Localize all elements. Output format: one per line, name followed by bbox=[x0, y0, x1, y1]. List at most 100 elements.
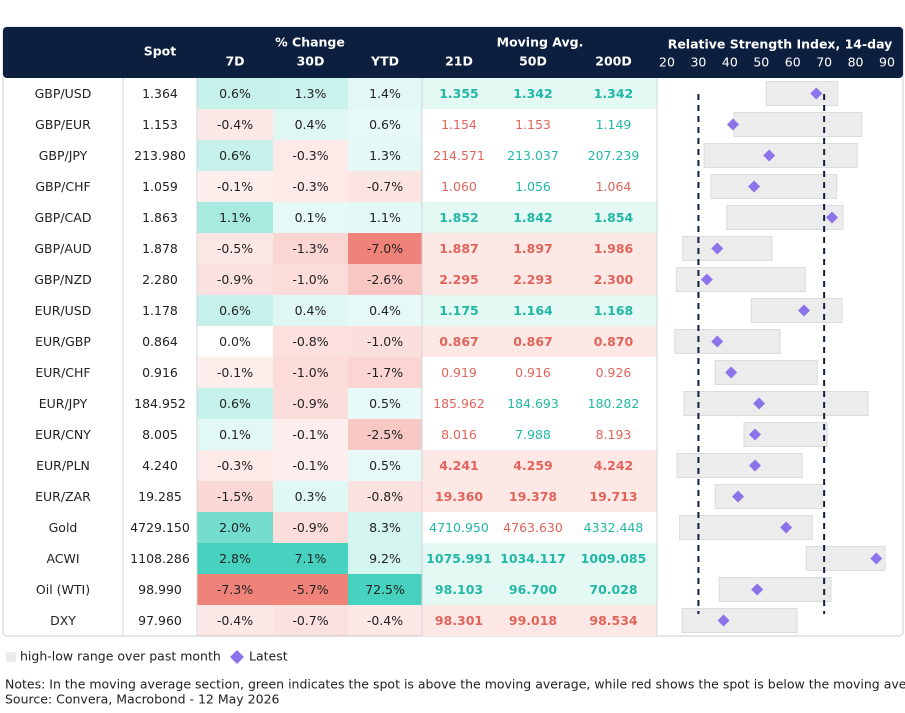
ma-band bbox=[422, 264, 657, 295]
latest-marker bbox=[749, 459, 761, 472]
cell-value: 1.1% bbox=[219, 210, 251, 225]
cell-value: 0.867 bbox=[439, 334, 479, 349]
change-cell bbox=[348, 202, 422, 233]
change-cell bbox=[273, 357, 348, 388]
change-cell bbox=[197, 512, 273, 543]
cell-value: 99.018 bbox=[509, 613, 557, 628]
cell-value: 0.864 bbox=[142, 334, 178, 349]
change-cell bbox=[273, 481, 348, 512]
x-tick-label: 60 bbox=[785, 55, 801, 70]
pair-label: GBP/EUR bbox=[35, 117, 91, 132]
cell-value: 96.700 bbox=[509, 582, 558, 597]
change-cell bbox=[348, 357, 422, 388]
cell-value: 0.867 bbox=[513, 334, 553, 349]
range-bar bbox=[682, 236, 773, 261]
change-cell bbox=[348, 481, 422, 512]
cell-value: 1.1% bbox=[369, 210, 401, 225]
ma-band bbox=[422, 233, 657, 264]
cell-value: 1.878 bbox=[142, 241, 178, 256]
cell-value: 2.8% bbox=[219, 551, 251, 566]
header-group: % Change bbox=[275, 35, 345, 50]
cell-value: -1.7% bbox=[367, 365, 403, 380]
range-bar bbox=[750, 298, 843, 323]
cell-value: -0.9% bbox=[292, 520, 328, 535]
cell-value: -2.6% bbox=[367, 272, 403, 287]
cell-value: 1.164 bbox=[513, 303, 553, 318]
cell-value: 1.060 bbox=[441, 179, 477, 194]
change-cell bbox=[348, 109, 422, 140]
pair-label: EUR/CNY bbox=[35, 427, 91, 442]
cell-value: 1.153 bbox=[142, 117, 178, 132]
change-cell bbox=[197, 109, 273, 140]
cell-value: -0.8% bbox=[292, 334, 328, 349]
cell-value: -1.0% bbox=[367, 334, 403, 349]
range-bar bbox=[726, 205, 844, 230]
ma-band bbox=[422, 78, 657, 109]
change-cell bbox=[273, 388, 348, 419]
cell-value: 180.282 bbox=[588, 396, 640, 411]
latest-marker bbox=[780, 521, 793, 534]
change-cell bbox=[273, 512, 348, 543]
latest-marker bbox=[749, 428, 761, 441]
cell-value: 4729.150 bbox=[130, 520, 190, 535]
change-cell bbox=[348, 326, 422, 357]
cell-value: 4.259 bbox=[513, 458, 553, 473]
cell-value: -0.1% bbox=[292, 458, 328, 473]
cell-value: 0.6% bbox=[219, 86, 251, 101]
cell-value: 1.3% bbox=[369, 148, 401, 163]
change-cell bbox=[197, 140, 273, 171]
cell-value: 0.6% bbox=[369, 117, 401, 132]
cell-value: 185.962 bbox=[433, 396, 485, 411]
cell-value: 0.1% bbox=[219, 427, 251, 442]
latest-marker bbox=[700, 273, 713, 286]
cell-value: -0.4% bbox=[367, 613, 403, 628]
cell-value: 214.571 bbox=[433, 148, 485, 163]
pair-label: EUR/ZAR bbox=[35, 489, 91, 504]
cell-value: -0.1% bbox=[217, 365, 253, 380]
cell-value: -1.5% bbox=[217, 489, 253, 504]
cell-value: 1009.085 bbox=[581, 551, 647, 566]
cell-value: 0.870 bbox=[594, 334, 634, 349]
legend-label: Latest bbox=[249, 649, 288, 664]
latest-marker bbox=[751, 583, 764, 596]
cell-value: 4763.630 bbox=[503, 520, 563, 535]
cell-value: -0.1% bbox=[292, 427, 328, 442]
cell-value: -0.3% bbox=[217, 458, 253, 473]
cell-value: 213.980 bbox=[134, 148, 186, 163]
cell-value: 19.285 bbox=[138, 489, 182, 504]
cell-value: 1.064 bbox=[596, 179, 632, 194]
cell-value: 7.988 bbox=[515, 427, 551, 442]
change-cell bbox=[348, 450, 422, 481]
cell-value: 1.342 bbox=[594, 86, 634, 101]
header-band bbox=[3, 27, 903, 78]
note: Notes: In the moving average section, gr… bbox=[5, 677, 905, 692]
cell-value: -1.3% bbox=[292, 241, 328, 256]
cell-value: 1.3% bbox=[295, 86, 327, 101]
change-cell bbox=[273, 78, 348, 109]
cell-value: 1.897 bbox=[513, 241, 553, 256]
latest-marker bbox=[711, 242, 724, 255]
cell-value: 207.239 bbox=[588, 148, 640, 163]
range-bar bbox=[703, 143, 858, 168]
range-bar bbox=[765, 81, 839, 106]
cell-value: 0.5% bbox=[369, 458, 401, 473]
ma-band bbox=[422, 202, 657, 233]
cell-value: 1.059 bbox=[142, 179, 178, 194]
change-cell bbox=[273, 543, 348, 574]
cell-value: -0.8% bbox=[367, 489, 403, 504]
cell-value: 1.854 bbox=[594, 210, 634, 225]
change-cell bbox=[273, 171, 348, 202]
ma-band bbox=[422, 450, 657, 481]
range-bar bbox=[718, 577, 832, 602]
cell-value: -0.3% bbox=[292, 179, 328, 194]
cell-value: 1034.117 bbox=[500, 551, 566, 566]
cell-value: 0.6% bbox=[219, 148, 251, 163]
latest-marker bbox=[717, 614, 730, 627]
change-cell bbox=[273, 295, 348, 326]
cell-value: 1.168 bbox=[594, 303, 634, 318]
range-bar bbox=[714, 484, 823, 509]
change-cell bbox=[273, 202, 348, 233]
ma-band bbox=[422, 574, 657, 605]
cell-value: 0.0% bbox=[219, 334, 251, 349]
